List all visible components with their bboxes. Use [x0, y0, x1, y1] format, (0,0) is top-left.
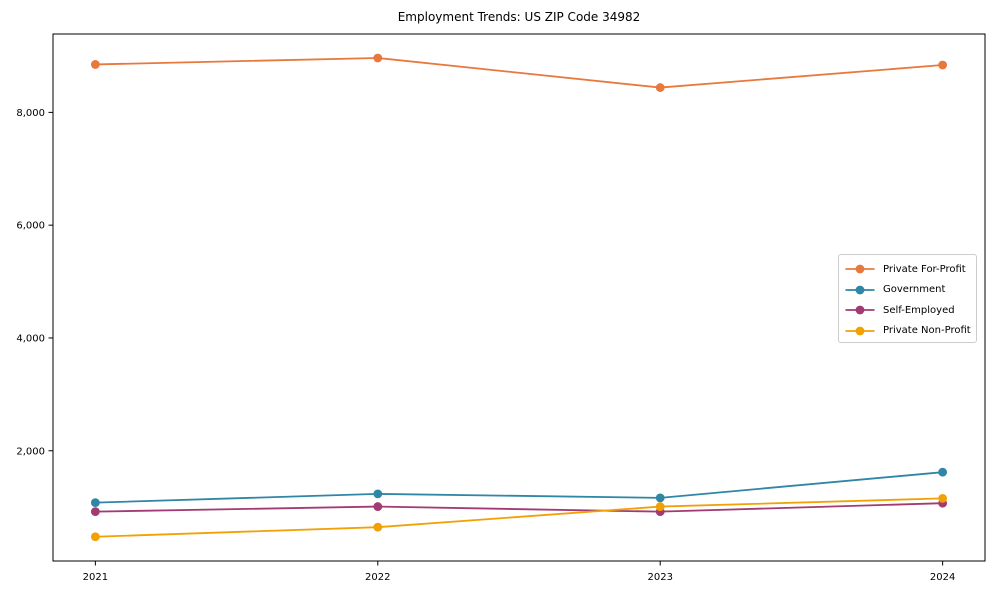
data-point-private-non-profit-2024: [938, 494, 948, 503]
series-line-private-for-profit: [94, 57, 944, 89]
series-line-private-non-profit: [94, 497, 944, 538]
data-point-government-2024: [938, 467, 948, 477]
legend: Private For-Profit Government Self-Employe…: [838, 254, 977, 343]
legend-marker-self-employed: [845, 305, 875, 315]
legend-label-government: Government: [883, 284, 946, 296]
legend-label-self-employed: Self-Employed: [883, 304, 955, 316]
x-tick-label: 2024: [930, 572, 955, 583]
series-line-self-employed: [94, 502, 944, 513]
legend-marker-government: [845, 285, 875, 295]
data-point-government-2022: [373, 489, 383, 499]
legend-item-private-non-profit: Private Non-Profit: [845, 321, 976, 342]
chart-title: Employment Trends: US ZIP Code 34982: [397, 10, 641, 24]
x-tick-label: 2021: [83, 572, 108, 583]
data-point-private-for-profit-2022: [373, 53, 383, 63]
y-tick-label: 8,000: [16, 108, 45, 119]
y-tick-label: 6,000: [16, 221, 45, 232]
data-point-self-employed-2022: [373, 502, 383, 511]
y-tick-label: 4,000: [16, 333, 45, 344]
data-point-self-employed-2021: [90, 507, 100, 517]
y-tick-label: 2,000: [16, 446, 45, 457]
data-point-private-for-profit-2021: [90, 60, 100, 69]
data-point-private-non-profit-2022: [373, 522, 383, 532]
legend-item-government: Government: [845, 280, 976, 301]
series-self-employed: [90, 498, 948, 517]
data-point-private-for-profit-2023: [655, 83, 665, 92]
legend-label-private-for-profit: Private For-Profit: [883, 263, 966, 275]
legend-marker-private-non-profit: [845, 326, 875, 336]
legend-label-private-non-profit: Private Non-Profit: [883, 325, 971, 337]
x-tick-label: 2022: [365, 572, 390, 583]
plot-frame: [52, 33, 986, 562]
legend-marker-private-for-profit: [845, 264, 875, 274]
series-line-government: [94, 471, 944, 504]
series-private-for-profit: [90, 53, 948, 92]
series-government: [90, 467, 948, 508]
data-point-government-2023: [655, 493, 665, 503]
data-point-government-2021: [90, 498, 100, 508]
legend-item-private-for-profit: Private For-Profit: [845, 259, 976, 280]
x-tick-label: 2023: [647, 572, 672, 583]
data-point-private-non-profit-2021: [90, 532, 100, 542]
data-point-private-for-profit-2024: [938, 60, 948, 70]
data-point-private-non-profit-2023: [655, 502, 665, 511]
series-private-non-profit: [90, 494, 948, 542]
legend-item-self-employed: Self-Employed: [845, 300, 976, 321]
